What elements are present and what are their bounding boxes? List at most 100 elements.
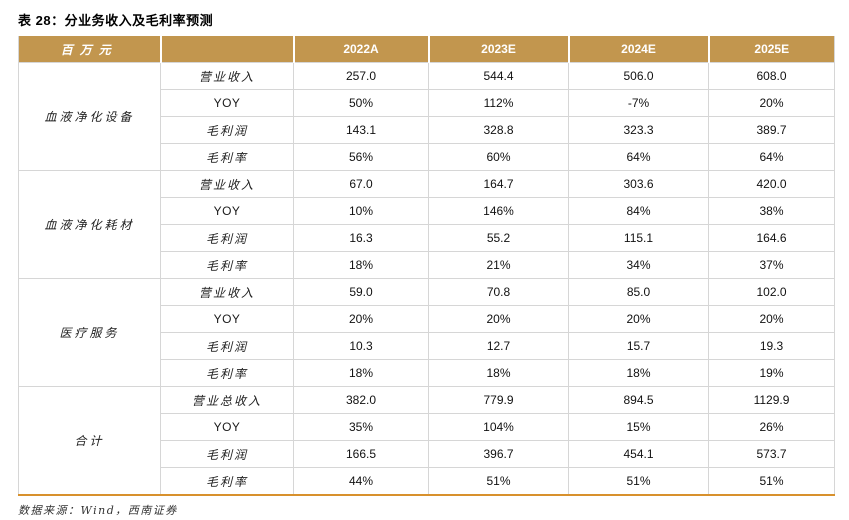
table-row: 毛利润 143.1 328.8 323.3 389.7 (19, 116, 835, 144)
value-cell: 56% (293, 143, 429, 171)
metric-label-cell: 营业总收入 (160, 386, 294, 414)
table-row: 血液净化设备 营业收入 257.0 544.4 506.0 608.0 (18, 62, 835, 171)
value-cell: 20% (293, 305, 429, 333)
value-cell: 164.6 (708, 224, 835, 252)
value-cell: 15.7 (568, 332, 709, 360)
value-cell: 115.1 (568, 224, 709, 252)
value-cell: 20% (568, 305, 709, 333)
value-cell: 303.6 (568, 170, 709, 198)
metric-label-cell: 营业收入 (160, 170, 294, 198)
table-row: YOY 35% 104% 15% 26% (19, 413, 835, 441)
value-cell: 67.0 (293, 170, 429, 198)
data-source-note: 数据来源：Wind，西南证券 (18, 504, 178, 517)
value-cell: 38% (708, 197, 835, 225)
value-cell: 112% (428, 89, 569, 117)
group-label-cell: 医疗服务 (18, 278, 161, 387)
table-row: 毛利润 10.3 12.7 15.7 19.3 (19, 332, 835, 360)
value-cell: 779.9 (428, 386, 569, 414)
value-cell: 44% (293, 467, 429, 496)
value-cell: 544.4 (428, 62, 569, 90)
value-cell: -7% (568, 89, 709, 117)
metric-label-cell: 毛利润 (160, 332, 294, 360)
metric-label-cell: 毛利润 (160, 116, 294, 144)
value-cell: 85.0 (568, 278, 709, 306)
value-cell: 328.8 (428, 116, 569, 144)
year-header-2022A: 2022A (292, 36, 429, 63)
value-cell: 21% (428, 251, 569, 279)
group-label-cell: 血液净化设备 (18, 62, 161, 171)
value-cell: 84% (568, 197, 709, 225)
value-cell: 10% (293, 197, 429, 225)
value-cell: 16.3 (293, 224, 429, 252)
value-cell: 20% (708, 89, 835, 117)
metric-label-cell: 营业收入 (160, 278, 294, 306)
value-cell: 10.3 (293, 332, 429, 360)
value-cell: 166.5 (293, 440, 429, 468)
value-cell: 51% (428, 467, 569, 496)
value-cell: 37% (708, 251, 835, 279)
table-body: 血液净化设备 营业收入 257.0 544.4 506.0 608.0 YOY 50% 112%… (18, 62, 835, 496)
value-cell: 55.2 (428, 224, 569, 252)
segment-forecast-table: 百万元 2022A 2023E 2024E 2025E 血液净化设备 营业收入 25… (18, 36, 835, 496)
value-cell: 51% (568, 467, 709, 496)
value-cell: 20% (708, 305, 835, 333)
value-cell: 15% (568, 413, 709, 441)
table-row: YOY 10% 146% 84% 38% (19, 197, 835, 225)
table-header-row: 百万元 2022A 2023E 2024E 2025E (18, 36, 835, 63)
value-cell: 102.0 (708, 278, 835, 306)
value-cell: 389.7 (708, 116, 835, 144)
table-row: 毛利润 166.5 396.7 454.1 573.7 (19, 440, 835, 468)
value-cell: 18% (568, 359, 709, 387)
metric-label-cell: 毛利润 (160, 440, 294, 468)
value-cell: 19.3 (708, 332, 835, 360)
value-cell: 573.7 (708, 440, 835, 468)
metric-label-cell: 营业收入 (160, 62, 294, 90)
table-row: 毛利润 16.3 55.2 115.1 164.6 (19, 224, 835, 252)
value-cell: 35% (293, 413, 429, 441)
value-cell: 146% (428, 197, 569, 225)
value-cell: 64% (568, 143, 709, 171)
value-cell: 1129.9 (708, 386, 835, 414)
value-cell: 143.1 (293, 116, 429, 144)
table-row: 合计 营业总收入 382.0 779.9 894.5 1129.9 (18, 386, 835, 496)
metric-label-cell: 毛利润 (160, 224, 294, 252)
value-cell: 454.1 (568, 440, 709, 468)
value-cell: 12.7 (428, 332, 569, 360)
value-cell: 26% (708, 413, 835, 441)
metric-label-cell: 毛利率 (160, 467, 294, 496)
value-cell: 70.8 (428, 278, 569, 306)
value-cell: 420.0 (708, 170, 835, 198)
value-cell: 18% (293, 251, 429, 279)
value-cell: 894.5 (568, 386, 709, 414)
value-cell: 323.3 (568, 116, 709, 144)
metric-label-cell: YOY (160, 305, 294, 333)
metric-label-cell: 毛利率 (160, 359, 294, 387)
table-row: 毛利率 56% 60% 64% 64% (19, 143, 835, 171)
table-row: 毛利率 18% 21% 34% 37% (19, 251, 835, 279)
metric-label-cell: YOY (160, 89, 294, 117)
value-cell: 382.0 (293, 386, 429, 414)
table-title: 表 28：分业务收入及毛利率预测 (18, 13, 214, 28)
metric-label-cell: YOY (160, 197, 294, 225)
metric-label-cell: 毛利率 (160, 143, 294, 171)
value-cell: 104% (428, 413, 569, 441)
year-header-2024E: 2024E (567, 36, 709, 63)
group-label-cell: 血液净化耗材 (18, 170, 161, 279)
group-label-cell: 合计 (18, 386, 161, 496)
year-header-2025E: 2025E (707, 36, 835, 63)
value-cell: 51% (708, 467, 835, 496)
value-cell: 257.0 (293, 62, 429, 90)
value-cell: 59.0 (293, 278, 429, 306)
metric-label-cell: 毛利率 (160, 251, 294, 279)
value-cell: 60% (428, 143, 569, 171)
value-cell: 64% (708, 143, 835, 171)
value-cell: 50% (293, 89, 429, 117)
table-row: 血液净化耗材 营业收入 67.0 164.7 303.6 420.0 (18, 170, 835, 279)
year-header-2023E: 2023E (427, 36, 569, 63)
value-cell: 18% (293, 359, 429, 387)
value-cell: 164.7 (428, 170, 569, 198)
table-row: YOY 20% 20% 20% 20% (19, 305, 835, 333)
value-cell: 19% (708, 359, 835, 387)
value-cell: 608.0 (708, 62, 835, 90)
